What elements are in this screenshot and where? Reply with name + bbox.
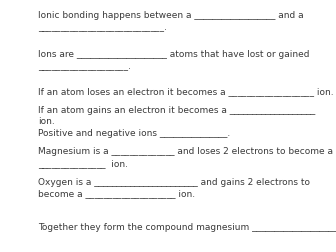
Text: Together they form the compound magnesium ___________________.: Together they form the compound magnesiu… — [38, 223, 336, 232]
Text: Positive and negative ions _______________.: Positive and negative ions _____________… — [38, 129, 230, 138]
Text: If an atom gains an electron it becomes a ___________________: If an atom gains an electron it becomes … — [38, 106, 315, 115]
Text: _______________  ion.: _______________ ion. — [38, 159, 128, 168]
Text: become a ____________________ ion.: become a ____________________ ion. — [38, 189, 195, 198]
Text: Ions are ____________________ atoms that have lost or gained: Ions are ____________________ atoms that… — [38, 50, 309, 59]
Text: ____________________.: ____________________. — [38, 62, 131, 71]
Text: ion.: ion. — [38, 117, 55, 126]
Text: Oxygen is a _______________________ and gains 2 electrons to: Oxygen is a _______________________ and … — [38, 178, 310, 187]
Text: ____________________________.: ____________________________. — [38, 23, 167, 32]
Text: Ionic bonding happens between a __________________ and a: Ionic bonding happens between a ________… — [38, 11, 304, 20]
Text: If an atom loses an electron it becomes a ___________________ ion.: If an atom loses an electron it becomes … — [38, 87, 334, 97]
Text: Magnesium is a ______________ and loses 2 electrons to become a: Magnesium is a ______________ and loses … — [38, 147, 333, 156]
